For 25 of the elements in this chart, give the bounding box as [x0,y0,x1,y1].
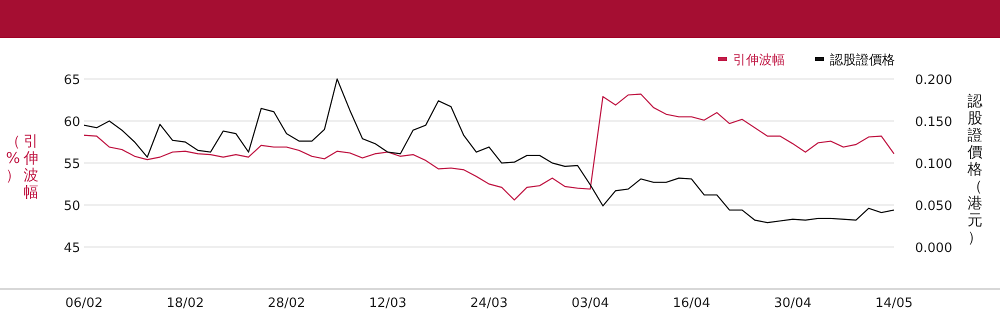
x-tick-label: 18/02 [166,296,204,311]
x-tick-label: 03/04 [572,296,609,311]
y2-tick-label: 0.150 [915,115,952,130]
y-tick-label: 60 [64,115,80,130]
y2-tick-label: 0.100 [915,157,952,172]
y2-tick-label: 0.000 [915,241,952,256]
line-series [83,78,895,224]
x-tick-label: 30/04 [774,296,812,311]
y-tick-label: 45 [64,241,80,256]
x-tick-label: 28/02 [268,296,306,311]
legend-label: 引伸波幅 [733,53,785,68]
line-series [83,94,895,201]
legend-label: 認股證價格 [830,53,895,68]
text: 認股證價格（港元） [968,92,982,246]
x-tick-label: 12/03 [369,296,406,311]
x-tick-label: 06/02 [65,296,103,311]
y2-tick-label: 0.050 [915,199,952,214]
y-tick-label: 55 [64,157,80,172]
y-tick-label: 50 [64,199,80,214]
x-tick-label: 16/04 [672,296,710,311]
x-tick-label: 14/05 [875,296,913,311]
y-tick-label: 65 [64,73,80,88]
y2-tick-label: 0.200 [915,73,952,88]
text: 引伸波幅（%） [6,132,38,201]
x-tick-label: 24/03 [470,296,508,311]
